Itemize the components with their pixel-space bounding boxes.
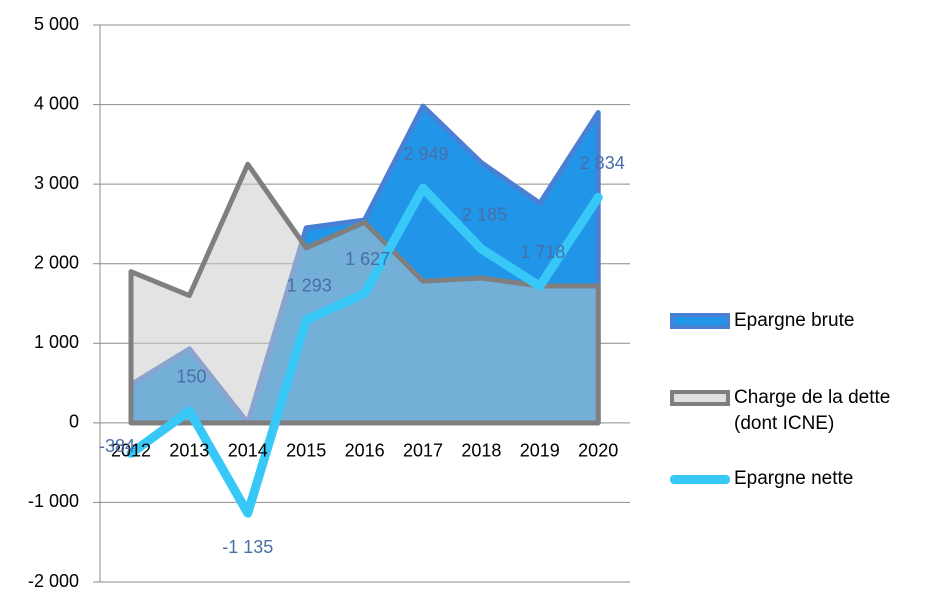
y-tick-label: 2 000: [34, 252, 79, 272]
legend-item: Epargne brute: [670, 308, 932, 334]
data-label: 2 185: [462, 205, 507, 225]
legend-label: Epargne brute: [734, 310, 855, 331]
x-tick-label: 2016: [345, 441, 385, 461]
data-label: 2 834: [580, 153, 625, 173]
x-tick-label: 2015: [286, 441, 326, 461]
data-label: 150: [176, 367, 206, 387]
line: [126, 183, 603, 518]
legend-item: Epargne nette: [670, 466, 932, 492]
x-tick-label: 2017: [403, 441, 443, 461]
legend-swatch: [670, 390, 730, 406]
y-tick-label: 1 000: [34, 332, 79, 352]
legend-item: Charge de la dette (dont ICNE): [670, 385, 932, 437]
legend-label: Epargne nette: [734, 468, 854, 489]
y-tick-label: -1 000: [28, 491, 79, 511]
x-tick-label: 2020: [578, 441, 618, 461]
x-tick-label: 2012: [111, 441, 151, 461]
x-tick-label: 2019: [520, 441, 560, 461]
x-tick-label: 2018: [461, 441, 501, 461]
data-label: 1 293: [287, 276, 332, 296]
data-label: -1 135: [222, 537, 273, 557]
data-label: 1 627: [345, 249, 390, 269]
y-tick-label: 4 000: [34, 93, 79, 113]
legend-swatch: [670, 313, 730, 329]
y-tick-label: 3 000: [34, 173, 79, 193]
x-tick-label: 2013: [169, 441, 209, 461]
x-tick-label: 2014: [228, 441, 268, 461]
data-label: 1 718: [520, 242, 565, 262]
legend-swatch: [670, 475, 730, 484]
y-tick-label: 5 000: [34, 14, 79, 34]
y-tick-label: -2 000: [28, 571, 79, 590]
y-tick-label: 0: [69, 412, 79, 432]
data-label: -384: [99, 436, 135, 456]
data-label: 2 949: [403, 144, 448, 164]
legend-label: Charge de la dette (dont ICNE): [734, 387, 891, 434]
